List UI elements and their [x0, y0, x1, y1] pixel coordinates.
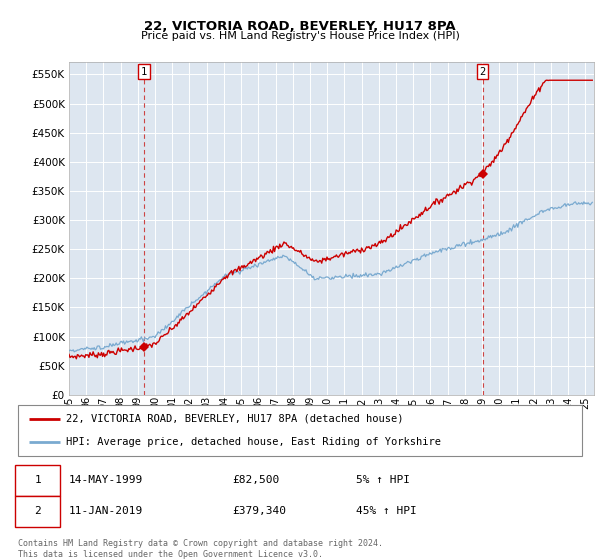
Text: 2: 2	[34, 506, 41, 516]
Text: 11-JAN-2019: 11-JAN-2019	[69, 506, 143, 516]
Text: 22, VICTORIA ROAD, BEVERLEY, HU17 8PA: 22, VICTORIA ROAD, BEVERLEY, HU17 8PA	[144, 20, 456, 32]
Text: HPI: Average price, detached house, East Riding of Yorkshire: HPI: Average price, detached house, East…	[66, 437, 441, 447]
Text: £82,500: £82,500	[232, 475, 280, 486]
Text: Contains HM Land Registry data © Crown copyright and database right 2024.
This d: Contains HM Land Registry data © Crown c…	[18, 539, 383, 559]
Text: 45% ↑ HPI: 45% ↑ HPI	[356, 506, 417, 516]
Text: 22, VICTORIA ROAD, BEVERLEY, HU17 8PA (detached house): 22, VICTORIA ROAD, BEVERLEY, HU17 8PA (d…	[66, 414, 403, 424]
FancyBboxPatch shape	[15, 465, 60, 496]
Text: 2: 2	[479, 67, 486, 77]
Text: £379,340: £379,340	[232, 506, 286, 516]
Text: 14-MAY-1999: 14-MAY-1999	[69, 475, 143, 486]
Text: 1: 1	[141, 67, 148, 77]
Text: Price paid vs. HM Land Registry's House Price Index (HPI): Price paid vs. HM Land Registry's House …	[140, 31, 460, 41]
FancyBboxPatch shape	[15, 496, 60, 527]
Text: 1: 1	[34, 475, 41, 486]
Text: 5% ↑ HPI: 5% ↑ HPI	[356, 475, 410, 486]
